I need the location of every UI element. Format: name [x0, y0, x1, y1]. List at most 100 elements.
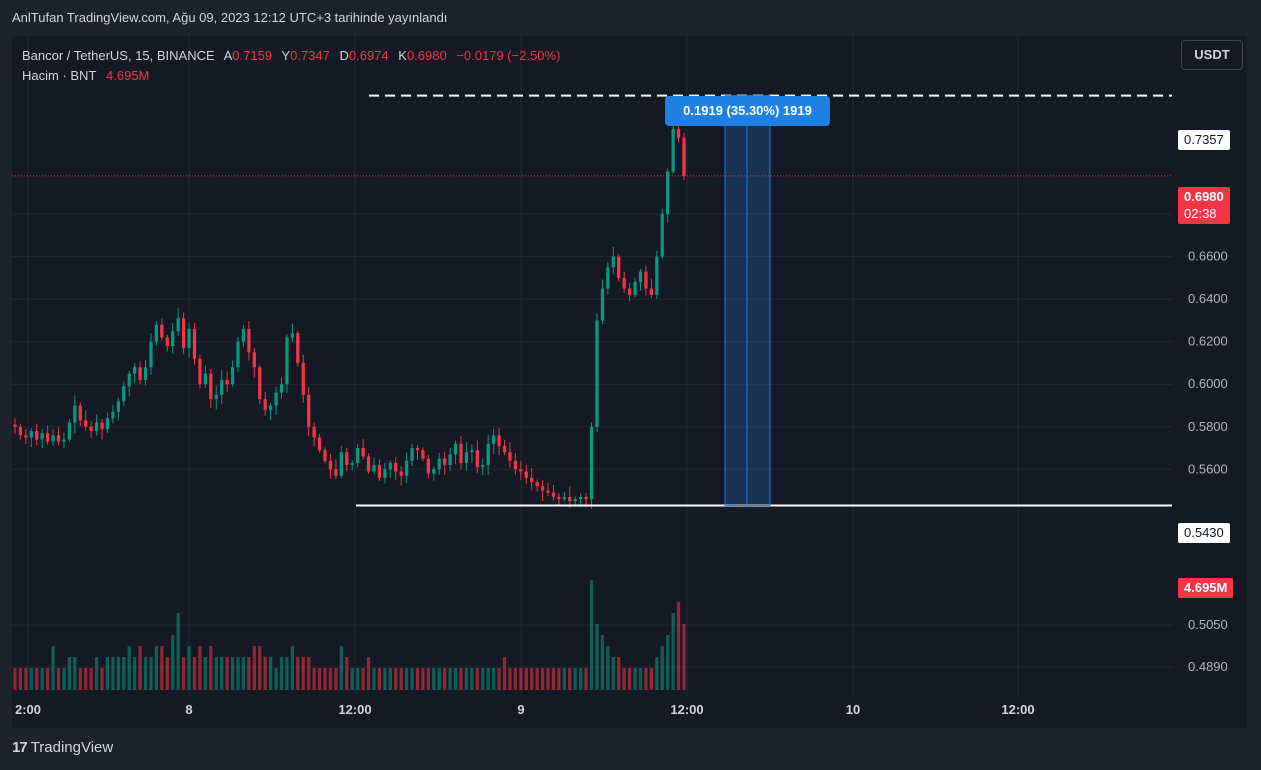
volume-bar	[486, 668, 490, 690]
candle-body	[176, 318, 180, 332]
candle-body	[111, 411, 115, 419]
volume-bar	[236, 657, 240, 690]
candle-body	[524, 471, 528, 478]
volume-bar	[105, 657, 110, 690]
volume-bar	[513, 668, 518, 690]
currency-button[interactable]: USDT	[1181, 40, 1243, 70]
bottom-level-tag: 0.5430	[1178, 523, 1230, 543]
volume-bar	[410, 668, 414, 690]
volume-tag: 4.695M	[1178, 578, 1234, 598]
volume-bar	[13, 668, 17, 690]
candle-body	[181, 318, 186, 349]
volume-bar	[225, 657, 229, 690]
y-tick-label: 0.5600	[1188, 461, 1228, 476]
candle-body	[475, 450, 479, 468]
candle-body	[519, 469, 523, 472]
candle-body	[247, 328, 251, 353]
chart-panel[interactable]: 0.68000.66000.64000.62000.60000.58000.56…	[12, 36, 1247, 728]
candle-body	[236, 341, 240, 368]
candle-body	[579, 496, 583, 500]
candle-body	[192, 328, 197, 359]
candle-body	[421, 450, 425, 459]
candle-body	[557, 496, 561, 500]
volume-bar	[508, 668, 512, 690]
candle-body	[437, 458, 441, 470]
legend-ohlc-row: Bancor / TetherUS, 15, BINANCE A0.7159 Y…	[22, 46, 560, 66]
volume-bar	[682, 624, 686, 690]
candle-body	[323, 450, 327, 461]
candle-body	[225, 379, 229, 385]
volume-bar	[100, 668, 104, 690]
legend-low-label: D	[339, 48, 349, 63]
candle-body	[160, 324, 164, 338]
volume-bar	[366, 657, 371, 690]
volume-bar	[279, 657, 284, 690]
candle-body	[655, 256, 659, 295]
candle-body	[551, 492, 556, 497]
volume-bar	[421, 668, 425, 690]
volume-bar	[492, 668, 496, 690]
volume-bar	[584, 668, 588, 690]
candle-body	[595, 320, 599, 427]
candle-body	[453, 443, 458, 455]
volume-bar	[606, 646, 610, 690]
candle-body	[633, 282, 637, 295]
candle-body	[366, 456, 371, 472]
candle-body	[644, 271, 648, 289]
candle-body	[35, 431, 39, 440]
candle-body	[356, 448, 360, 463]
brand[interactable]: 17 TradingView	[12, 739, 113, 756]
volume-bar	[453, 668, 458, 690]
x-axis: 2:00 8 12:00 9 12:00 10 12:00	[15, 702, 1035, 717]
candle-body	[345, 452, 349, 466]
volume-bar	[274, 668, 278, 690]
candle-body	[464, 452, 469, 463]
candle-body	[24, 435, 28, 438]
legend-volume-label: Hacim · BNT	[22, 68, 97, 83]
volume-bar	[35, 668, 39, 690]
volume-bar	[394, 668, 398, 690]
volume-bar	[339, 646, 343, 690]
volume-bar	[122, 657, 126, 690]
volume-bar	[296, 657, 300, 690]
volume-bar	[181, 657, 186, 690]
x-tick-label: 9	[517, 702, 524, 717]
volume-bar	[252, 646, 256, 690]
volume-bar	[502, 657, 507, 690]
volume-bar	[73, 657, 77, 690]
tradingview-logo-icon: 17	[12, 739, 28, 756]
candle-body	[459, 443, 463, 463]
volume-bar	[263, 657, 267, 690]
volume-bar	[660, 646, 664, 690]
x-tick-label: 2:00	[15, 702, 41, 717]
volume-bar	[89, 668, 93, 690]
volume-bar	[551, 668, 556, 690]
volume-bar	[535, 668, 539, 690]
volume-bars	[13, 580, 686, 690]
candle-body	[29, 431, 33, 438]
volume-bar	[138, 646, 142, 690]
candle-body	[301, 362, 305, 395]
y-tick-label: 0.4890	[1188, 659, 1228, 674]
measure-label[interactable]: 0.1919 (35.30%) 1919	[665, 96, 830, 126]
candle-body	[165, 337, 169, 346]
volume-bar	[459, 668, 463, 690]
candle-body	[399, 471, 403, 476]
volume-bar	[171, 635, 175, 690]
candle-body	[230, 367, 235, 385]
volume-bar	[377, 668, 382, 690]
volume-bar	[307, 657, 311, 690]
y-axis: 0.68000.66000.64000.62000.60000.58000.56…	[1188, 206, 1228, 674]
legend-high-label: Y	[281, 48, 291, 63]
volume-bar	[187, 646, 191, 690]
candle-body	[535, 482, 539, 487]
candle-body	[51, 435, 55, 442]
volume-bar	[154, 646, 159, 690]
legend-open-label: A	[223, 48, 233, 63]
y-tick-label: 0.6400	[1188, 291, 1228, 306]
brand-name: TradingView	[30, 739, 114, 756]
x-tick-label: 12:00	[1001, 702, 1034, 717]
chart-svg[interactable]: 0.68000.66000.64000.62000.60000.58000.56…	[12, 36, 1247, 728]
candle-body	[279, 384, 284, 393]
candle-body	[562, 496, 566, 500]
